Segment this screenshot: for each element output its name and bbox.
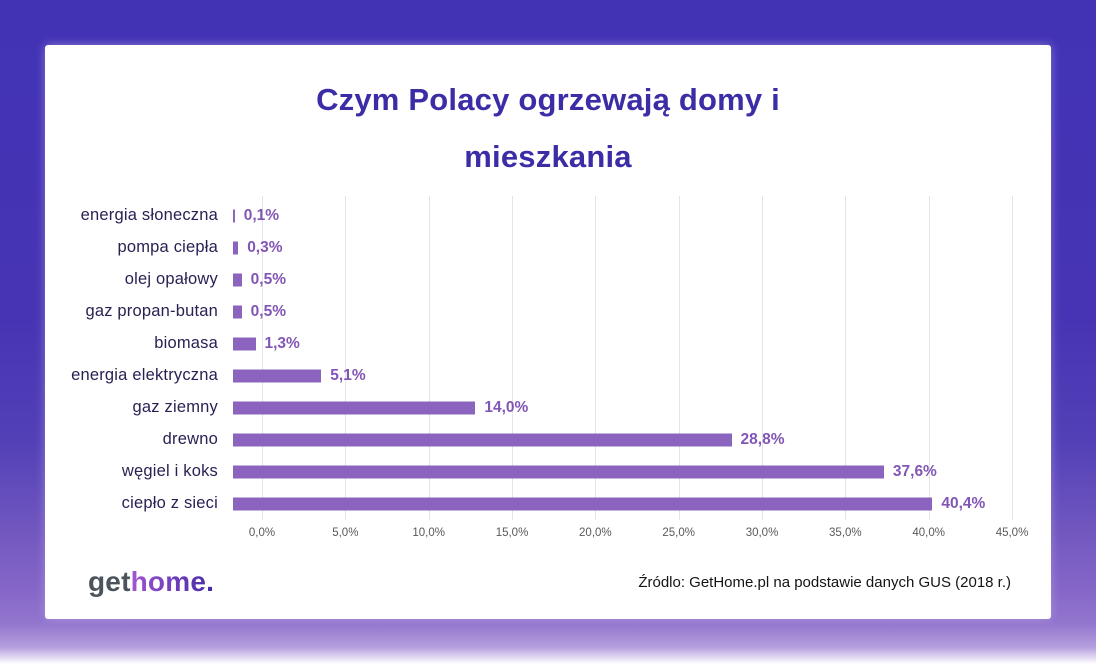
gridlines xyxy=(262,195,1013,520)
x-tick-label: 5,0% xyxy=(332,526,359,539)
bar-value-label: 0,1% xyxy=(243,206,280,224)
grid-line xyxy=(928,195,930,520)
bar xyxy=(233,369,322,383)
grid-line xyxy=(762,195,763,520)
logo-text-dot: . xyxy=(206,566,215,598)
bar xyxy=(233,465,884,479)
bar xyxy=(233,337,256,351)
category-label: drewno xyxy=(162,430,218,449)
x-tick-label: 20,0% xyxy=(579,526,612,539)
category-label: gaz propan-butan xyxy=(85,302,218,321)
x-tick-label: 25,0% xyxy=(662,526,695,539)
x-tick-label: 45,0% xyxy=(995,526,1029,539)
bar-value-label: 40,4% xyxy=(941,494,986,512)
bar-row: ciepło z sieci 40,4% xyxy=(59,488,1012,520)
bar-row: biomasa 1,3% xyxy=(59,328,1012,360)
bar-row: olej opałowy 0,5% xyxy=(59,264,1012,296)
bar xyxy=(233,433,732,447)
bar-row: energia słoneczna 0,1% xyxy=(59,200,1012,232)
bar-value-label: 1,3% xyxy=(264,334,300,352)
chart-title: Czym Polacy ogrzewają domy i mieszkania xyxy=(316,82,780,175)
bar-value-label: 28,8% xyxy=(740,430,785,448)
bar-value-label: 0,5% xyxy=(250,270,286,288)
bar-value-label: 14,0% xyxy=(484,398,529,416)
bar-track: 14,0% xyxy=(233,392,1012,424)
bar-value-label: 37,6% xyxy=(892,462,937,480)
x-tick-label: 0,0% xyxy=(248,526,276,539)
bar xyxy=(233,305,242,319)
gethome-logo: get home. xyxy=(88,566,214,598)
category-label: biomasa xyxy=(154,334,218,353)
bar-track: 28,8% xyxy=(233,424,1012,456)
grid-line xyxy=(428,195,430,520)
bar-row: węgiel i koks 37,6% xyxy=(59,456,1012,488)
bar xyxy=(233,273,242,287)
bar-row: gaz ziemny 14,0% xyxy=(59,392,1012,424)
bar-track: 1,3% xyxy=(233,328,1012,360)
bar xyxy=(233,401,476,415)
x-axis: 0,0% 5,0% 10,0% 15,0% 20,0% 25,0% 30,0% 35,0% 40… xyxy=(249,520,1028,546)
grid-line xyxy=(345,195,347,520)
bar xyxy=(233,209,235,223)
bar-track: 37,6% xyxy=(233,456,1012,488)
bar-row: pompa ciepła 0,3% xyxy=(59,232,1012,264)
category-label: ciepło z sieci xyxy=(121,494,218,513)
category-label: pompa ciepła xyxy=(117,238,218,257)
logo-text-get: get xyxy=(88,566,131,598)
grid-line xyxy=(678,195,680,520)
grid-line xyxy=(262,195,263,520)
category-label: olej opałowy xyxy=(124,270,218,289)
bar-track: 0,3% xyxy=(233,232,1012,264)
bar-row: energia elektryczna 5,1% xyxy=(59,360,1012,392)
x-tick-label: 30,0% xyxy=(745,526,779,539)
bar xyxy=(233,497,933,511)
x-tick-label: 35,0% xyxy=(829,526,862,539)
bar-value-label: 5,1% xyxy=(330,366,366,384)
bar-track: 5,1% xyxy=(233,360,1012,392)
bar-row: drewno 28,8% xyxy=(59,424,1012,456)
grid-line xyxy=(1012,195,1013,520)
source-caption: Źródlo: GetHome.pl na podstawie danych G… xyxy=(638,573,1011,591)
bar xyxy=(233,241,239,255)
bar-chart: energia słoneczna 0,1% pompa ciepła 0,3%… xyxy=(45,195,1051,546)
category-label: energia słoneczna xyxy=(80,206,218,225)
category-label: energia elektryczna xyxy=(71,366,218,385)
category-label: gaz ziemny xyxy=(132,398,218,417)
infographic-card: Czym Polacy ogrzewają domy i mieszkania … xyxy=(45,45,1051,619)
bar-track: 40,4% xyxy=(233,488,1012,520)
bar-rows: energia słoneczna 0,1% pompa ciepła 0,3%… xyxy=(59,195,1013,520)
x-tick-label: 10,0% xyxy=(412,526,445,539)
bar-value-label: 0,5% xyxy=(250,302,286,320)
bar-track: 0,1% xyxy=(233,200,1012,232)
grid-line xyxy=(512,195,513,520)
bar-value-label: 0,3% xyxy=(247,238,283,256)
bar-row: gaz propan-butan 0,5% xyxy=(59,296,1012,328)
x-tick-label: 15,0% xyxy=(495,526,529,539)
bar-track: 0,5% xyxy=(233,296,1012,328)
footer: get home. Źródlo: GetHome.pl na podstawie… xyxy=(45,546,1051,619)
grid-line xyxy=(845,195,847,520)
category-label: węgiel i koks xyxy=(121,462,218,481)
logo-text-home: home xyxy=(130,566,207,598)
bar-track: 0,5% xyxy=(233,264,1012,296)
grid-line xyxy=(595,195,597,520)
x-tick-label: 40,0% xyxy=(912,526,945,539)
